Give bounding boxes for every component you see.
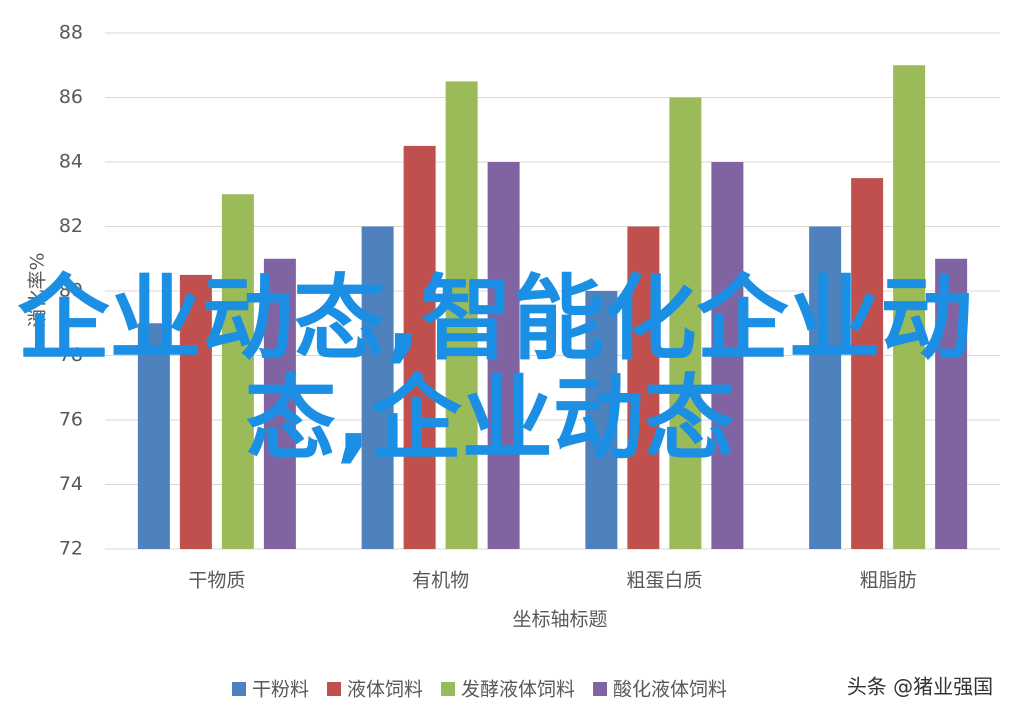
y-tick-label: 82 <box>59 215 83 237</box>
bar <box>403 145 436 549</box>
bar <box>669 97 702 549</box>
legend-label: 酸化液体饲料 <box>613 679 727 701</box>
bar <box>487 162 520 549</box>
bar <box>711 162 744 549</box>
y-tick-label: 88 <box>59 22 83 44</box>
bar <box>361 226 394 549</box>
legend-swatch <box>593 682 608 696</box>
bar <box>445 81 478 549</box>
bar <box>221 194 254 549</box>
y-tick-label: 80 <box>59 280 83 302</box>
bar <box>627 226 660 549</box>
watermark: 头条 @猪业强国 <box>847 675 993 699</box>
bar <box>179 274 212 549</box>
legend-swatch <box>327 682 342 696</box>
y-tick-label: 74 <box>59 473 83 495</box>
y-tick-label: 78 <box>59 344 83 366</box>
x-tick-label: 粗脂肪 <box>860 570 917 592</box>
bar <box>137 323 170 549</box>
bar <box>851 178 884 549</box>
legend-label: 发酵液体饲料 <box>461 679 575 701</box>
x-tick-label: 干物质 <box>188 570 245 592</box>
y-tick-label: 72 <box>59 538 83 560</box>
y-tick-label: 76 <box>59 409 83 431</box>
bar <box>263 258 296 549</box>
bar <box>935 258 968 549</box>
x-tick-label: 粗蛋白质 <box>626 570 702 592</box>
legend-swatch <box>441 682 456 696</box>
bar <box>585 291 618 549</box>
bar <box>893 65 926 549</box>
y-tick-label: 84 <box>59 151 83 173</box>
overlay-text: 态,企业动态 <box>245 365 735 472</box>
x-axis-title: 坐标轴标题 <box>512 609 607 631</box>
legend-label: 液体饲料 <box>347 679 423 701</box>
x-tick-label: 有机物 <box>412 570 469 592</box>
legend-swatch <box>232 682 246 696</box>
y-axis-title: 消化率% <box>27 252 49 327</box>
legend-label: 干粉料 <box>252 679 309 701</box>
bar <box>809 226 842 549</box>
overlay-text: 企业动态,智能化企业动 <box>18 265 973 372</box>
y-tick-label: 86 <box>59 86 83 108</box>
